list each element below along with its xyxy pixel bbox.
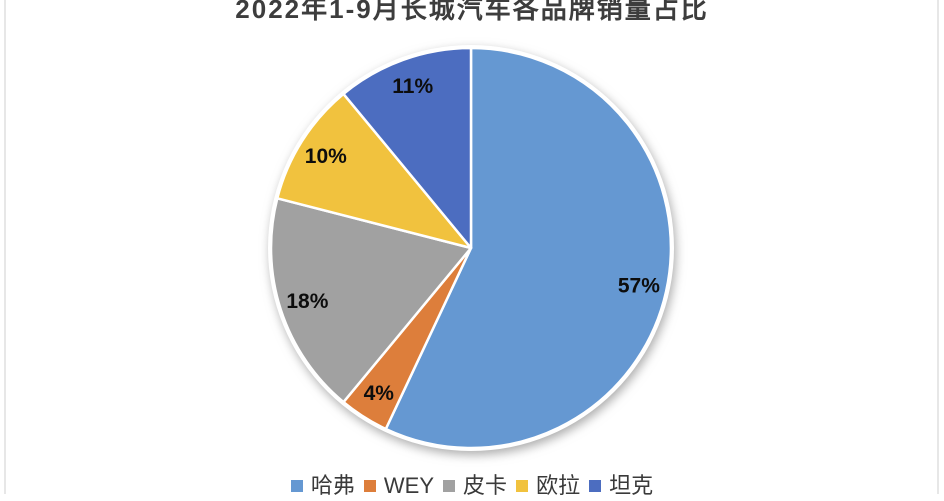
- pie-slice-ora: [276, 92, 473, 250]
- legend-item-pickup: 皮卡: [443, 471, 507, 501]
- legend-swatch-pickup: [443, 480, 456, 492]
- pie-slice-haval: [384, 46, 673, 450]
- chart-title: 2022年1-9月长城汽车各品牌销量占比: [235, 0, 709, 24]
- legend-swatch-haval: [290, 480, 303, 492]
- left-page-edge-divider: [4, 0, 6, 494]
- legend-label-haval: 哈弗: [310, 473, 355, 498]
- pie-label-ora: 10%: [305, 145, 347, 168]
- pie-label-haval: 57%: [618, 275, 660, 298]
- legend-label-pickup: 皮卡: [463, 473, 508, 498]
- legend-label-tank: 坦克: [609, 473, 654, 498]
- pie-slice-tank: [342, 46, 473, 250]
- pie-slice-pickup: [269, 197, 473, 404]
- legend-swatch-wey: [363, 480, 376, 492]
- legend-item-haval: 哈弗: [290, 471, 355, 501]
- legend-item-ora: 欧拉: [516, 471, 580, 501]
- pie-label-pickup: 18%: [286, 290, 328, 313]
- legend-label-wey: WEY: [383, 473, 435, 498]
- legend-item-wey: WEY: [363, 471, 435, 501]
- legend-swatch-ora: [516, 480, 529, 492]
- pie-label-tank: 11%: [392, 75, 433, 98]
- legend-item-tank: 坦克: [589, 471, 653, 501]
- chart-legend: 哈弗 WEY 皮卡 欧拉 坦克: [0, 471, 944, 501]
- pie-label-wey: 4%: [364, 382, 395, 405]
- legend-label-ora: 欧拉: [536, 473, 581, 498]
- legend-swatch-tank: [589, 480, 602, 492]
- right-page-edge-divider: [937, 0, 939, 494]
